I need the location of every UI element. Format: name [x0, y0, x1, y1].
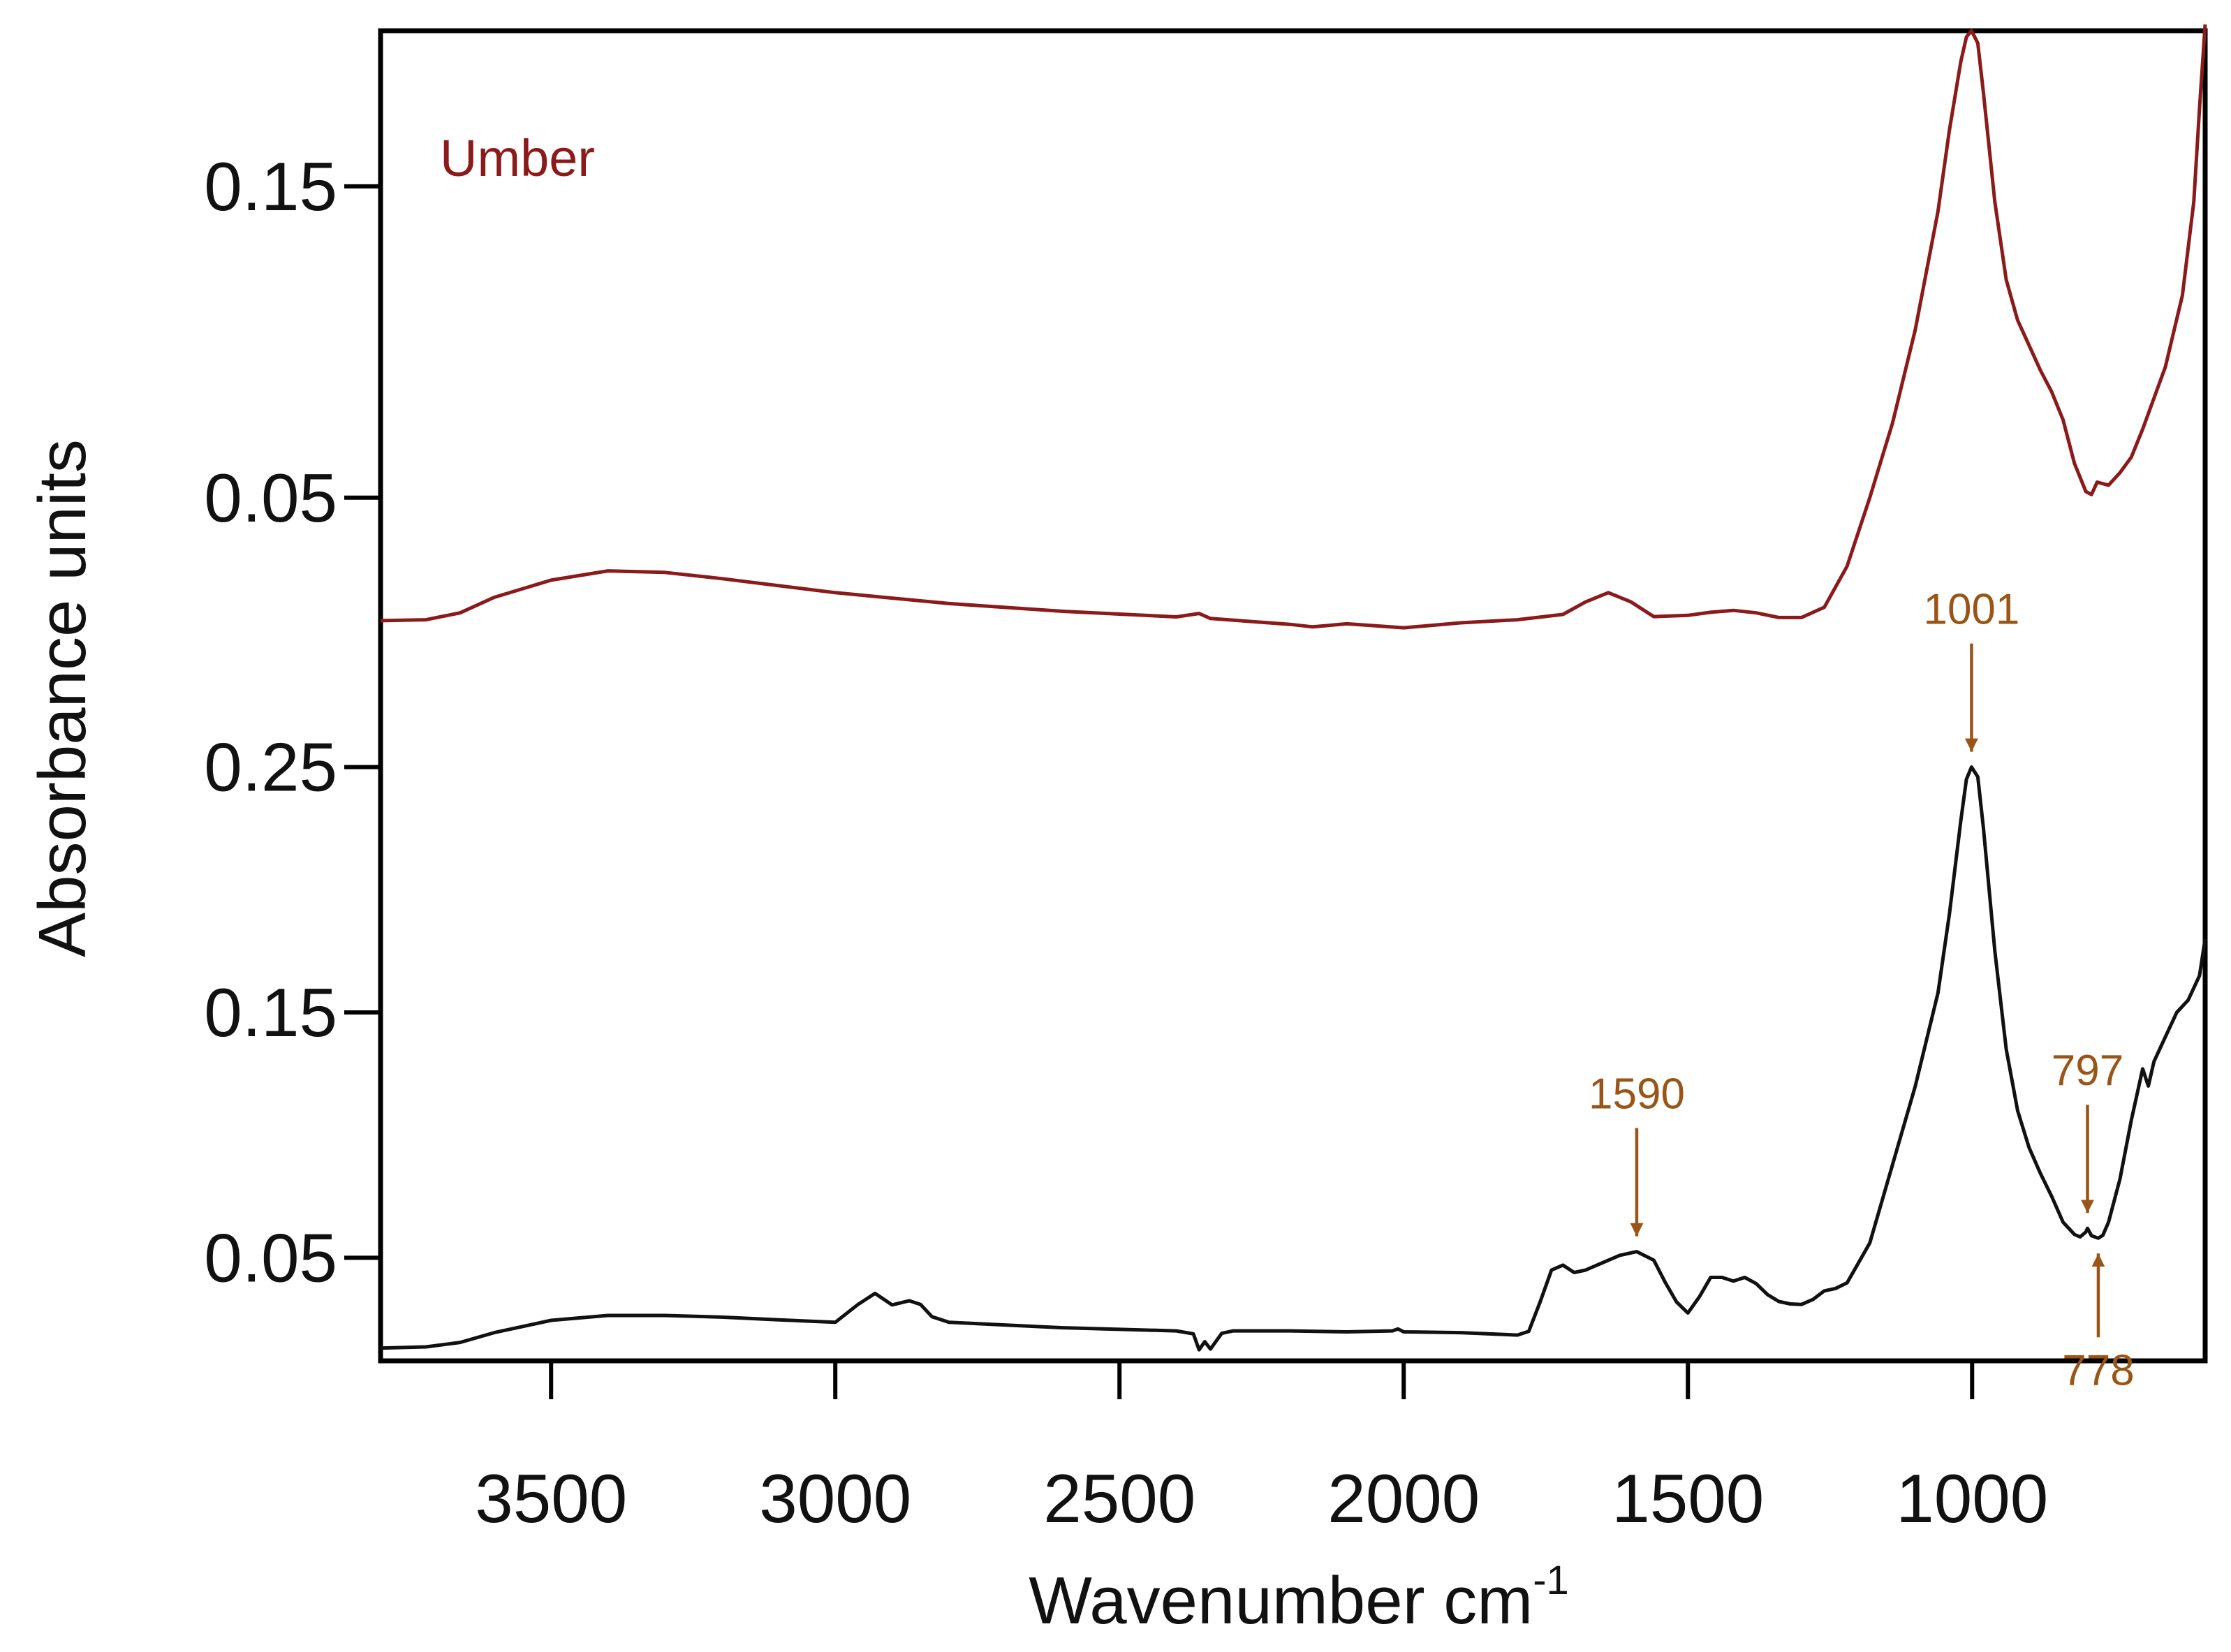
- bottom-y-tick-label: 0.15: [204, 974, 337, 1051]
- x-tick-label: 3000: [759, 1460, 911, 1537]
- x-tick-label: 3500: [475, 1460, 627, 1537]
- annotation-label-1001: 1001: [1923, 586, 2019, 634]
- bottom-y-tick-label: 0.05: [204, 1219, 337, 1296]
- x-tick-label: 2000: [1327, 1460, 1480, 1537]
- peak-annotations: 1001 1590 797 778: [1589, 586, 2135, 1395]
- annotation-label-778: 778: [2062, 1346, 2134, 1394]
- bottom-panel-y-ticks: 0.25 0.15 0.05: [204, 729, 381, 1296]
- x-axis-title: Wavenumber cm-1: [1029, 1558, 1569, 1638]
- top-panel-y-ticks: 0.15 0.05: [204, 148, 381, 536]
- x-axis-title-main: Wavenumber cm: [1029, 1563, 1533, 1638]
- plot-frame: [378, 28, 2208, 1364]
- top-y-tick-label: 0.15: [204, 148, 337, 225]
- y-axis-title: Absorbance units: [25, 439, 100, 957]
- x-tick-label: 1000: [1896, 1460, 2048, 1537]
- annotation-label-797: 797: [2052, 1047, 2123, 1095]
- x-axis-title-superscript: -1: [1533, 1558, 1569, 1603]
- x-tick-label: 1500: [1612, 1460, 1764, 1537]
- annotation-label-1590: 1590: [1589, 1070, 1685, 1119]
- series-label-umber: Umber: [440, 129, 595, 187]
- x-axis-ticks: 3500 3000 2500 2000 1500 1000: [475, 1361, 2048, 1537]
- sample-spectrum-line: [380, 765, 2207, 1352]
- top-y-tick-label: 0.05: [204, 459, 337, 536]
- bottom-y-tick-label: 0.25: [204, 729, 337, 806]
- x-tick-label: 2500: [1043, 1460, 1195, 1537]
- umber-spectrum-line: [380, 24, 2207, 630]
